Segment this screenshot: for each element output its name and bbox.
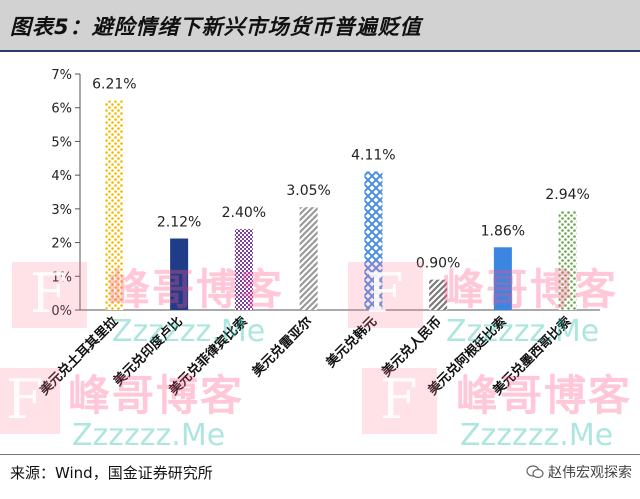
bottom-rule: [0, 454, 640, 455]
data-label-4: 3.05%: [286, 183, 330, 199]
bar-4: [299, 207, 318, 310]
bar-chart: 0% 1% 2% 3% 4% 5% 6% 7% 6.21% 2.12% 2.40% 3.05% 4.1…: [36, 68, 600, 399]
y-tick-label: 0%: [51, 304, 72, 319]
bar-2: [170, 238, 189, 310]
source-note: 来源：Wind，国金证券研究所: [10, 464, 213, 482]
data-label-6: 0.90%: [416, 256, 460, 272]
bar-6: [429, 279, 448, 310]
data-label-8: 2.94%: [545, 187, 589, 203]
y-tick-label: 5%: [51, 135, 72, 150]
top-rule: [0, 50, 640, 52]
category-label-6: 美元兑人民币: [378, 314, 444, 380]
data-label-1: 6.21%: [92, 77, 136, 93]
bar-3: [234, 229, 253, 310]
title-band: [0, 0, 640, 50]
category-label-4: 美元兑雷亚尔: [249, 314, 315, 380]
data-label-3: 2.40%: [222, 205, 266, 221]
data-label-2: 2.12%: [157, 215, 201, 231]
wechat-credit-text: 赵伟宏观探索: [548, 465, 632, 481]
category-label-5: 美元兑韩元: [323, 314, 380, 371]
bars-group: [105, 100, 577, 311]
category-label-1: 美元兑土耳其里拉: [36, 314, 121, 399]
data-labels-group: 6.21% 2.12% 2.40% 3.05% 4.11% 0.90% 1.86% 2.94%: [92, 77, 590, 272]
category-label-2: 美元兑印度卢比: [110, 314, 186, 390]
y-tick-label: 2%: [51, 237, 72, 252]
wechat-credit: 赵伟宏观探索: [526, 462, 632, 482]
y-axis: 0% 1% 2% 3% 4% 5% 6% 7%: [51, 68, 600, 319]
y-tick-label: 7%: [51, 68, 72, 83]
bar-5: [364, 171, 383, 310]
chart-title: 图表5：避险情绪下新兴市场货币普遍贬值: [10, 15, 422, 39]
y-tick-label: 1%: [51, 270, 72, 285]
bar-8: [558, 210, 577, 310]
wechat-icon: [526, 465, 544, 479]
bar-7: [493, 247, 512, 310]
y-tick-label: 4%: [51, 169, 72, 184]
y-tick-label: 3%: [51, 203, 72, 218]
data-label-7: 1.86%: [481, 223, 525, 239]
bar-1: [105, 100, 124, 311]
y-tick-label: 6%: [51, 102, 72, 117]
data-label-5: 4.11%: [351, 147, 395, 163]
